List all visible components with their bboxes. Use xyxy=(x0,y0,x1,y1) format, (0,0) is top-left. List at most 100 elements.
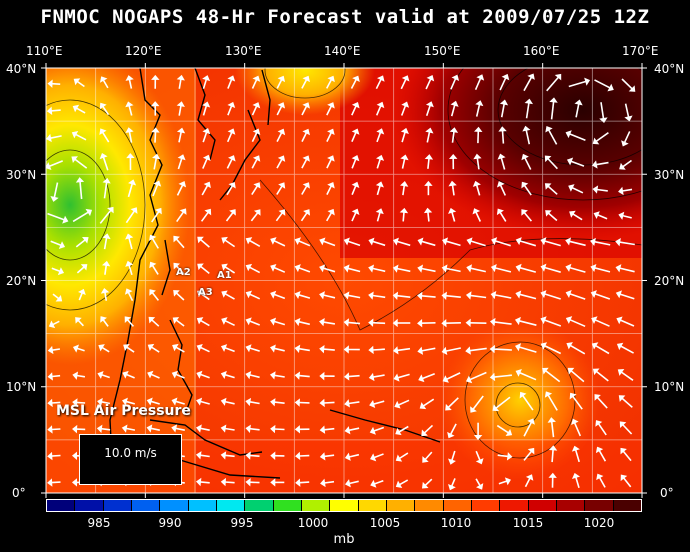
wind-arrow xyxy=(151,74,160,89)
wind-arrow xyxy=(599,102,608,124)
wind-arrow xyxy=(465,291,487,300)
wind-arrow xyxy=(276,128,286,142)
wind-arrow xyxy=(294,344,310,354)
wind-arrow xyxy=(225,209,236,222)
wind-arrow xyxy=(594,79,614,92)
wind-arrow xyxy=(201,181,211,196)
wind-arrow xyxy=(226,128,236,143)
wind-arrow xyxy=(75,177,85,200)
wind-arrow xyxy=(97,397,111,407)
wind-arrow xyxy=(47,425,61,434)
wind-arrow xyxy=(227,75,236,89)
wind-arrow xyxy=(251,102,261,116)
wind-arrow xyxy=(540,316,562,327)
wind-arrow xyxy=(300,209,311,222)
wind-arrow xyxy=(498,477,511,486)
wind-arrow xyxy=(615,290,635,300)
wind-arrow xyxy=(566,342,586,355)
wind-arrow xyxy=(368,291,386,300)
wind-arrow xyxy=(590,237,611,247)
wind-arrow xyxy=(46,106,61,116)
wind-arrow xyxy=(394,399,410,409)
colorbar-swatch xyxy=(471,500,501,511)
wind-arrow xyxy=(149,234,159,249)
wind-arrow xyxy=(245,371,260,380)
wind-arrow xyxy=(565,263,586,273)
wind-arrow xyxy=(619,159,632,170)
wind-arrow xyxy=(491,237,511,247)
wind-arrow xyxy=(499,73,510,91)
wind-arrow xyxy=(375,101,385,116)
wind-arrow xyxy=(417,318,436,328)
wind-arrow xyxy=(72,398,86,407)
wind-arrow xyxy=(473,422,483,441)
wind-arrow xyxy=(226,155,236,169)
wind-arrow xyxy=(319,344,335,354)
northern-trough xyxy=(235,68,375,115)
wind-arrow xyxy=(540,237,561,247)
wind-arrow xyxy=(422,451,433,463)
wind-arrow xyxy=(172,343,185,353)
wind-arrow xyxy=(616,316,635,327)
wind-arrow xyxy=(200,208,212,222)
wind-arrow xyxy=(98,344,110,353)
wind-arrow xyxy=(521,153,532,170)
wind-arrow xyxy=(424,154,434,169)
wind-arrow xyxy=(326,208,335,222)
lon-label-170: 170°E xyxy=(622,44,659,58)
wind-arrow xyxy=(125,101,134,116)
wind-arrow xyxy=(195,451,210,460)
wind-arrow xyxy=(447,423,457,439)
wind-arrow xyxy=(245,344,260,353)
wind-arrow xyxy=(547,417,556,438)
wind-arrow xyxy=(220,397,235,406)
wind-arrow xyxy=(152,180,162,197)
wind-arrow xyxy=(220,424,235,433)
wind-arrow xyxy=(344,452,360,461)
wind-arrow xyxy=(72,104,86,114)
wind-arrow xyxy=(226,182,236,196)
page-title: FNMOC NOGAPS 48-Hr Forecast valid at 200… xyxy=(40,6,650,28)
wind-arrow xyxy=(176,208,187,223)
wind-arrow xyxy=(276,182,286,195)
wind-arrow xyxy=(417,264,436,273)
wind-arrow xyxy=(220,451,235,460)
wind-arrow xyxy=(227,101,236,116)
colorbar-tick-995: 995 xyxy=(230,516,254,530)
wind-arrow xyxy=(202,75,211,89)
wind-arrow xyxy=(52,293,63,302)
wind-arrow xyxy=(424,180,433,196)
wind-arrow xyxy=(151,127,160,143)
wind-arrow xyxy=(319,318,336,327)
site-label-a2: A2 xyxy=(176,267,191,278)
wind-arrow xyxy=(171,397,185,406)
wind-arrow xyxy=(542,367,561,383)
wind-arrow xyxy=(150,101,160,116)
wind-arrow xyxy=(176,101,185,116)
wind-arrow xyxy=(149,289,160,301)
wind-arrow xyxy=(368,237,386,247)
wind-arrow xyxy=(423,207,433,222)
wind-arrow xyxy=(546,73,562,92)
wind-arrow xyxy=(351,128,360,143)
lon-label-140: 140°E xyxy=(324,44,361,58)
wind-arrow xyxy=(450,74,460,90)
wind-arrow xyxy=(75,236,89,248)
wind-arrow xyxy=(368,372,385,382)
wind-arrow xyxy=(521,209,533,222)
wind-arrow xyxy=(147,343,160,353)
wind-arrow xyxy=(276,155,286,169)
wind-arrow xyxy=(592,132,609,145)
wind-arrow xyxy=(620,474,632,488)
wind-arrow xyxy=(251,155,261,169)
lat-label-0-left: 0° xyxy=(12,486,26,500)
wind-arrow xyxy=(524,98,534,119)
colorbar-swatch xyxy=(216,500,246,511)
wind-arrow xyxy=(615,238,635,247)
colorbar-swatch xyxy=(556,500,586,511)
lat-label-0-right: 0° xyxy=(660,486,674,500)
wind-arrow xyxy=(591,160,609,169)
wind-arrow xyxy=(549,97,558,120)
colorbar-tick-990: 990 xyxy=(158,516,182,530)
wind-arrow xyxy=(618,186,633,196)
